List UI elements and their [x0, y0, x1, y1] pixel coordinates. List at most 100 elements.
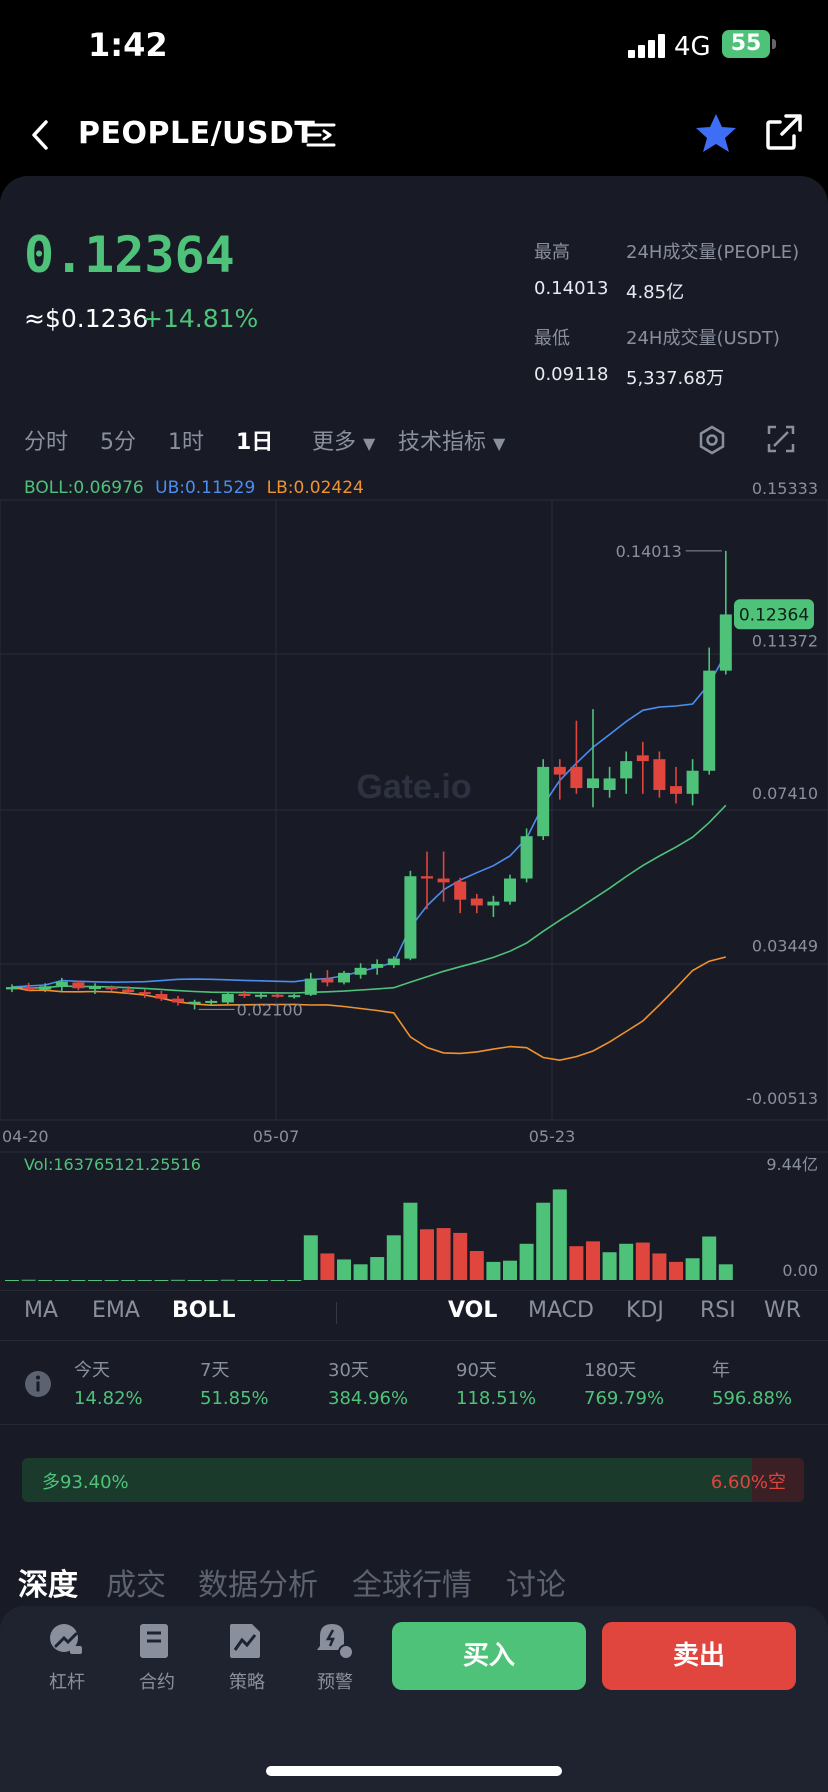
back-icon[interactable] — [28, 118, 54, 152]
tab-discussion[interactable]: 讨论 — [506, 1568, 566, 1603]
strategy-icon[interactable] — [228, 1622, 264, 1660]
volume-bar — [187, 1280, 202, 1281]
tab-data-analysis[interactable]: 数据分析 — [198, 1568, 318, 1603]
share-icon[interactable] — [764, 112, 804, 152]
contract-label[interactable]: 合约 — [139, 1672, 175, 1693]
candle-body — [89, 987, 101, 990]
candle-body — [620, 761, 633, 779]
volume-bar — [453, 1232, 468, 1280]
tab-wr[interactable]: WR — [764, 1298, 802, 1323]
tab-vol[interactable]: VOL — [448, 1298, 498, 1323]
candle-body — [354, 967, 367, 975]
volume-bar — [104, 1280, 119, 1281]
tab-boll[interactable]: BOLL — [172, 1298, 236, 1323]
tab-ma[interactable]: MA — [24, 1298, 59, 1323]
favorite-star-icon[interactable] — [694, 112, 738, 154]
volume-bar — [121, 1280, 136, 1281]
candle-body — [587, 778, 599, 789]
alert-icon[interactable] — [316, 1622, 354, 1660]
timeframe-tabs: 分时 5分 1时 1日 更多 ▼ 技术指标 ▼ — [0, 424, 828, 464]
volume-bar — [669, 1261, 683, 1280]
candle-body — [238, 994, 251, 997]
boll-mid-value: BOLL:0.06976 — [24, 478, 144, 498]
boll-lower-band — [11, 956, 726, 1062]
volume-bar — [154, 1280, 169, 1281]
tab-macd[interactable]: MACD — [528, 1298, 594, 1323]
indicators-caret-icon: ▼ — [493, 434, 506, 453]
leverage-label[interactable]: 杠杆 — [49, 1672, 85, 1693]
boll-middle-band — [11, 804, 727, 994]
pair-menu-icon[interactable] — [306, 120, 336, 150]
chart-settings-icon[interactable] — [696, 424, 728, 456]
boll-values: BOLL:0.06976 UB:0.11529 LB:0.02424 — [24, 478, 364, 498]
buy-button[interactable]: 买入 — [392, 1622, 586, 1690]
candle-body — [155, 994, 168, 999]
volume-bar — [88, 1280, 102, 1281]
candle-body — [454, 881, 467, 900]
candle-body — [653, 759, 666, 790]
vol-quote-value: 5,337.68万 — [626, 368, 725, 389]
volume-bar — [254, 1280, 268, 1281]
volume-bar — [619, 1243, 634, 1280]
tab-ema[interactable]: EMA — [92, 1298, 140, 1323]
candle-body — [719, 614, 732, 671]
candle-body — [122, 989, 135, 993]
volume-bar — [270, 1280, 285, 1281]
info-icon[interactable] — [24, 1370, 52, 1398]
tab-kdj[interactable]: KDJ — [626, 1298, 664, 1323]
sell-button[interactable]: 卖出 — [602, 1622, 796, 1690]
alert-label[interactable]: 预警 — [317, 1672, 353, 1693]
tab-trades[interactable]: 成交 — [106, 1568, 166, 1603]
volume-bar — [552, 1189, 567, 1280]
contract-icon[interactable] — [138, 1622, 174, 1660]
x-axis-tick: 04-20 — [2, 1127, 49, 1146]
status-bar — [0, 0, 828, 96]
strategy-label[interactable]: 策略 — [229, 1672, 265, 1693]
main-panel — [0, 176, 828, 1792]
volume-bar — [71, 1280, 86, 1281]
volume-bar — [386, 1235, 401, 1280]
tab-timeframe-5m[interactable]: 5分 — [100, 430, 136, 455]
candle-body — [22, 987, 35, 990]
volume-bar — [171, 1279, 185, 1281]
volume-bar — [237, 1280, 252, 1281]
volume-label: Vol:163765121.25516 — [24, 1155, 201, 1174]
candle-body — [421, 876, 433, 879]
vol-base-label: 24H成交量(PEOPLE) — [626, 242, 800, 263]
y-axis-tick: 0.07410 — [752, 784, 818, 803]
leverage-icon[interactable] — [48, 1622, 84, 1658]
volume-bar — [602, 1252, 617, 1280]
candle-body — [55, 981, 68, 986]
top-nav — [0, 96, 828, 176]
home-indicator[interactable] — [266, 1766, 562, 1776]
performance-period-label: 180天 — [584, 1360, 637, 1381]
candlestick-chart[interactable]: Gate.io 0.15333 0.11372 0.07410 0.03449 -0.00… — [0, 466, 828, 1286]
divider — [0, 1424, 828, 1425]
tab-depth[interactable]: 深度 — [18, 1568, 78, 1603]
performance-period-value: 596.88% — [712, 1388, 793, 1409]
low-label: 最低 — [534, 328, 570, 349]
price-usd: ≈$0.1236 — [24, 304, 149, 333]
pair-title[interactable]: PEOPLE/USDT — [78, 116, 316, 151]
battery-icon: 55 — [722, 30, 770, 58]
volume-bar — [519, 1243, 534, 1280]
volume-bar — [287, 1280, 302, 1281]
candle-body — [570, 766, 583, 789]
fullscreen-icon[interactable] — [766, 424, 796, 454]
indicators-dropdown[interactable]: 技术指标 ▼ — [398, 424, 505, 456]
x-axis-tick: 05-07 — [253, 1127, 300, 1146]
volume-bar — [685, 1258, 700, 1280]
tab-rsi[interactable]: RSI — [700, 1298, 736, 1323]
tab-timeframe-1d[interactable]: 1日 — [236, 430, 274, 455]
volume-bar — [718, 1264, 733, 1280]
tab-global-market[interactable]: 全球行情 — [352, 1568, 472, 1603]
candle-body — [520, 836, 533, 879]
high-marker-label: 0.14013 — [616, 542, 682, 561]
candle-body — [72, 982, 85, 989]
high-value: 0.14013 — [534, 278, 609, 299]
more-dropdown[interactable]: 更多 ▼ — [312, 424, 375, 456]
tab-timeframe-line[interactable]: 分时 — [24, 430, 69, 455]
performance-period-label: 90天 — [456, 1360, 497, 1381]
tab-timeframe-1h[interactable]: 1时 — [168, 430, 204, 455]
performance-period-value: 384.96% — [328, 1388, 409, 1409]
